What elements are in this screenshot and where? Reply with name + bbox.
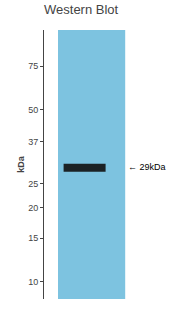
svg-text:15: 15 xyxy=(28,233,38,243)
svg-text:25: 25 xyxy=(28,179,38,189)
svg-text:kDa: kDa xyxy=(16,155,26,173)
svg-text:← 29kDa: ← 29kDa xyxy=(128,162,166,172)
svg-text:75: 75 xyxy=(28,61,38,71)
svg-text:50: 50 xyxy=(28,105,38,115)
svg-text:Western Blot: Western Blot xyxy=(44,2,119,17)
svg-text:10: 10 xyxy=(28,277,38,287)
svg-text:20: 20 xyxy=(28,203,38,213)
svg-text:37: 37 xyxy=(28,137,38,147)
